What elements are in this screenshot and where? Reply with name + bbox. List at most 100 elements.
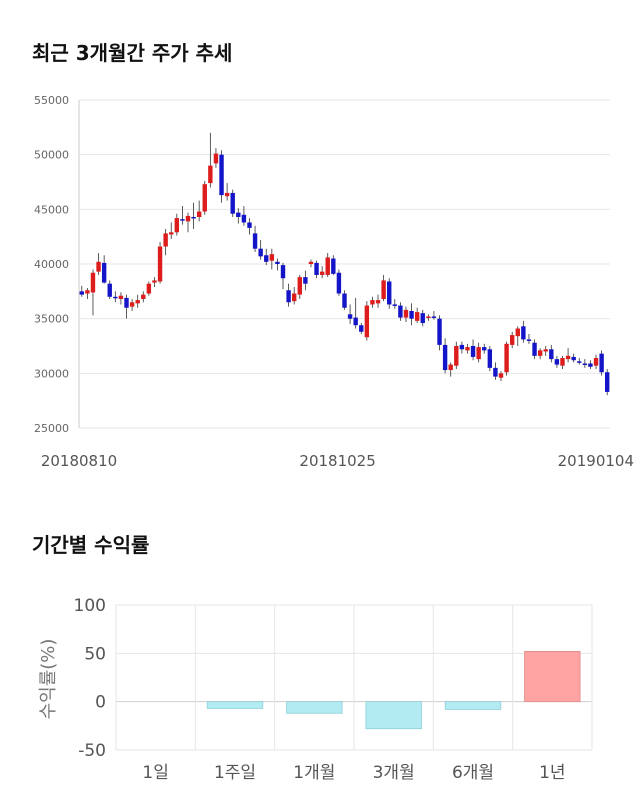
candle-body xyxy=(487,349,493,368)
candle xyxy=(442,338,448,374)
candle xyxy=(515,326,520,346)
bar-x-ticks: 1일 1주일 1개월 3개월 6개월 1년 xyxy=(142,763,565,783)
candle xyxy=(213,148,219,168)
candle-body xyxy=(359,325,364,332)
candle-x-tick-label: 20181025 xyxy=(299,452,375,470)
candle xyxy=(593,354,599,369)
candle xyxy=(543,346,548,356)
candle xyxy=(498,371,504,381)
candle xyxy=(135,294,140,308)
candle xyxy=(191,202,196,230)
candle xyxy=(364,301,370,341)
candle xyxy=(448,362,453,377)
candle-body xyxy=(118,295,124,299)
bar-x-tick-label: 1일 xyxy=(142,763,168,783)
bar-grid xyxy=(115,604,593,751)
candle-body xyxy=(96,261,101,272)
candle xyxy=(381,274,386,302)
candle xyxy=(236,208,241,224)
bar-y-tick-label: 50 xyxy=(84,644,106,664)
candle xyxy=(359,323,364,334)
candle xyxy=(264,248,269,266)
candle xyxy=(113,291,118,303)
candle xyxy=(454,341,459,369)
candle-body xyxy=(90,272,96,293)
candle-body xyxy=(347,314,353,319)
candle-body xyxy=(582,363,588,365)
bar-y-tick-label: 100 xyxy=(74,596,106,616)
candle xyxy=(230,189,235,217)
candle xyxy=(509,331,515,349)
candle-body xyxy=(303,277,308,284)
candle xyxy=(174,213,180,236)
candle-body xyxy=(325,257,330,275)
candle xyxy=(387,278,392,309)
candle xyxy=(353,297,358,329)
candle-body xyxy=(146,283,152,294)
candle-body xyxy=(247,222,252,228)
candle-body xyxy=(113,296,118,299)
candle-body xyxy=(213,153,219,164)
bar-x-tick-label: 1주일 xyxy=(214,763,256,783)
candle xyxy=(303,270,308,291)
candle xyxy=(169,222,174,239)
candle xyxy=(308,259,314,268)
candle xyxy=(331,255,336,275)
candle-y-tick-label: 40000 xyxy=(34,258,69,271)
candle-body xyxy=(157,246,163,282)
candle-y-tick-label: 55000 xyxy=(34,94,69,107)
candle xyxy=(459,341,465,354)
candle-body xyxy=(414,312,420,321)
candle xyxy=(319,266,325,279)
candle-y-tick-label: 35000 xyxy=(34,313,69,326)
candle xyxy=(398,302,403,321)
candle-body xyxy=(319,271,325,275)
candle-body xyxy=(409,311,414,319)
bar-y-tick-label: -50 xyxy=(78,741,106,761)
price-trend-title: 최근 3개월간 주가 추세 xyxy=(32,41,233,65)
return-bar xyxy=(206,701,264,709)
candle-body xyxy=(163,233,168,247)
candle-grid xyxy=(78,99,610,429)
candle-body xyxy=(465,347,470,351)
candle xyxy=(549,344,554,363)
candle xyxy=(219,150,224,203)
candle-body xyxy=(543,349,548,352)
candle-body xyxy=(454,346,459,366)
candle xyxy=(426,314,431,321)
candle xyxy=(577,358,582,365)
candle xyxy=(314,260,319,279)
candle-body xyxy=(498,373,504,378)
bar-x-tick-label: 1개월 xyxy=(293,763,335,783)
candle xyxy=(431,311,437,320)
candle-body xyxy=(420,313,425,324)
candle-body xyxy=(504,343,509,373)
candle-body xyxy=(224,192,230,197)
candle-body xyxy=(571,356,576,361)
candle xyxy=(605,368,610,396)
bar-y-ticks: 100 50 0 -50 xyxy=(74,596,106,761)
candle-y-ticks: 55000 50000 45000 40000 35000 30000 25000 xyxy=(34,94,69,435)
candle-body xyxy=(549,349,554,360)
candle-body xyxy=(219,154,224,196)
candle-body xyxy=(230,192,235,214)
candle-body xyxy=(392,304,398,306)
candle-body xyxy=(275,261,280,264)
candle-body xyxy=(135,300,140,304)
candle xyxy=(180,206,185,225)
candle-body xyxy=(381,280,386,299)
candle-body xyxy=(124,297,129,308)
period-returns-title: 기간별 수익률 xyxy=(32,533,150,557)
candle xyxy=(532,339,537,360)
candle xyxy=(403,306,409,322)
candle-body xyxy=(476,347,481,360)
candle-body xyxy=(521,326,526,340)
candle xyxy=(258,239,263,260)
candle-body xyxy=(577,361,582,363)
candle xyxy=(470,339,476,361)
candle-x-tick-label: 20190104 xyxy=(558,452,634,470)
candle-y-tick-label: 50000 xyxy=(34,149,69,162)
candle xyxy=(146,281,152,296)
bar-x-tick-label: 6개월 xyxy=(452,763,494,783)
candle xyxy=(79,285,84,297)
